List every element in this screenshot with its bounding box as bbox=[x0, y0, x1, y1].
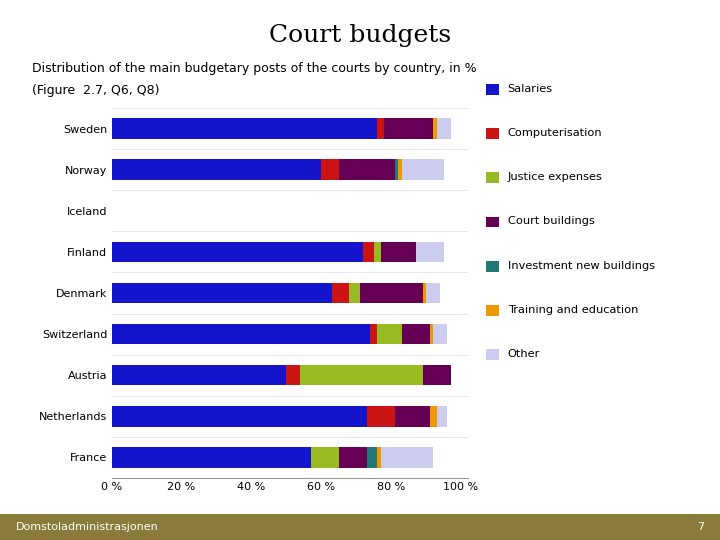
Text: Other: Other bbox=[508, 349, 540, 359]
Bar bbox=[423, 365, 451, 386]
Text: 7: 7 bbox=[697, 522, 704, 532]
Text: Distribution of the main budgetary posts of the courts by country, in %: Distribution of the main budgetary posts… bbox=[32, 62, 477, 75]
Bar bbox=[415, 241, 444, 262]
Bar bbox=[112, 241, 363, 262]
Bar bbox=[112, 365, 287, 386]
Bar bbox=[366, 406, 395, 427]
Text: Justice expenses: Justice expenses bbox=[508, 172, 603, 182]
Bar bbox=[287, 365, 300, 386]
Text: Court buildings: Court buildings bbox=[508, 217, 595, 226]
Bar bbox=[377, 118, 384, 139]
Bar bbox=[384, 118, 433, 139]
Text: Salaries: Salaries bbox=[508, 84, 553, 93]
Text: Investment new buildings: Investment new buildings bbox=[508, 261, 654, 271]
Bar bbox=[360, 282, 423, 303]
Bar bbox=[433, 118, 436, 139]
Bar bbox=[112, 324, 370, 345]
Text: Computerisation: Computerisation bbox=[508, 128, 602, 138]
Text: Domstoladministrasjonen: Domstoladministrasjonen bbox=[16, 522, 158, 532]
Bar bbox=[398, 159, 402, 180]
Text: Court budgets: Court budgets bbox=[269, 24, 451, 48]
Bar bbox=[370, 324, 377, 345]
Bar bbox=[311, 447, 338, 468]
Bar bbox=[377, 447, 381, 468]
Bar bbox=[338, 159, 395, 180]
Bar bbox=[349, 282, 360, 303]
Bar bbox=[381, 241, 415, 262]
Bar bbox=[112, 406, 366, 427]
Bar bbox=[377, 324, 402, 345]
Bar bbox=[112, 282, 332, 303]
Bar bbox=[374, 241, 381, 262]
Bar bbox=[426, 282, 440, 303]
Bar bbox=[112, 447, 311, 468]
Text: (Figure  2.7, Q6, Q8): (Figure 2.7, Q6, Q8) bbox=[32, 84, 160, 97]
Bar bbox=[402, 324, 430, 345]
Bar bbox=[321, 159, 338, 180]
Bar bbox=[338, 447, 366, 468]
Bar bbox=[366, 447, 377, 468]
Bar bbox=[300, 365, 423, 386]
Bar bbox=[436, 118, 451, 139]
Bar bbox=[332, 282, 349, 303]
Bar bbox=[430, 406, 436, 427]
Bar bbox=[430, 324, 433, 345]
Bar bbox=[436, 406, 447, 427]
Bar bbox=[112, 118, 377, 139]
Bar bbox=[112, 159, 321, 180]
Bar bbox=[395, 406, 430, 427]
Bar bbox=[402, 159, 444, 180]
Bar bbox=[423, 282, 426, 303]
Bar bbox=[395, 159, 398, 180]
Bar bbox=[433, 324, 447, 345]
Bar bbox=[381, 447, 433, 468]
Text: Training and education: Training and education bbox=[508, 305, 638, 315]
Bar bbox=[363, 241, 374, 262]
